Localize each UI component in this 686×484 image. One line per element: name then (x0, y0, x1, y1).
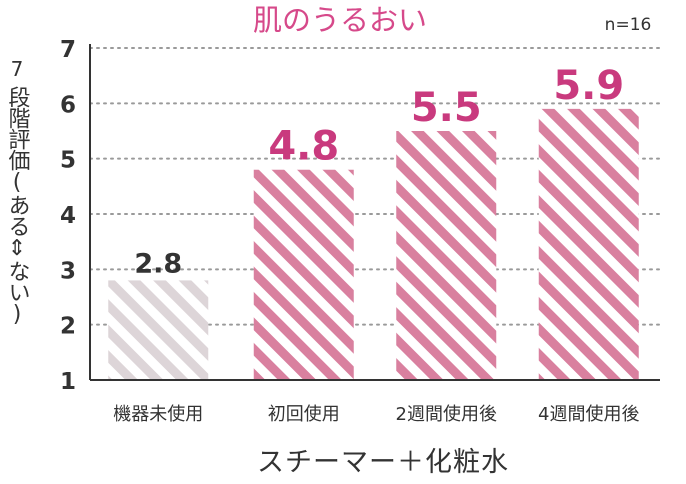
x-tick-label: 2週間使用後 (396, 404, 497, 425)
bars (108, 108, 639, 380)
x-tick-labels: 機器未使用 初回使用 2週間使用後 4週間使用後 (113, 404, 639, 425)
y-tick-label: 4 (60, 203, 76, 229)
x-tick-label: 初回使用 (268, 404, 340, 425)
y-axis-label: 段階評価(ある⇕ない) (5, 86, 31, 326)
bar-4 (538, 108, 639, 380)
axes (89, 44, 660, 381)
y-tick-label: 5 (60, 148, 76, 174)
bar-1 (108, 280, 209, 380)
bar-2 (253, 169, 354, 380)
x-axis-label: スチーマー＋化粧水 (257, 447, 509, 478)
value-labels: 2.8 4.8 5.5 5.9 (134, 63, 624, 280)
y-tick-labels: 1 2 3 4 5 6 7 (60, 37, 76, 395)
value-label-3: 5.5 (411, 85, 482, 131)
x-tick-label: 機器未使用 (113, 404, 203, 425)
y-tick-label: 7 (60, 37, 76, 63)
y-tick-label: 2 (60, 314, 76, 340)
y-axis-label-top: 7 (11, 57, 24, 81)
y-tick-label: 3 (60, 258, 76, 284)
value-label-4: 5.9 (553, 63, 624, 109)
y-tick-label: 6 (60, 92, 76, 118)
value-label-2: 4.8 (268, 124, 339, 170)
value-label-1: 2.8 (134, 248, 182, 279)
x-tick-label: 4週間使用後 (538, 404, 639, 425)
sample-size-note: n=16 (605, 15, 652, 35)
bar-3 (396, 131, 497, 380)
chart-title: 肌のうるおい (253, 3, 427, 37)
y-tick-label: 1 (60, 369, 76, 395)
